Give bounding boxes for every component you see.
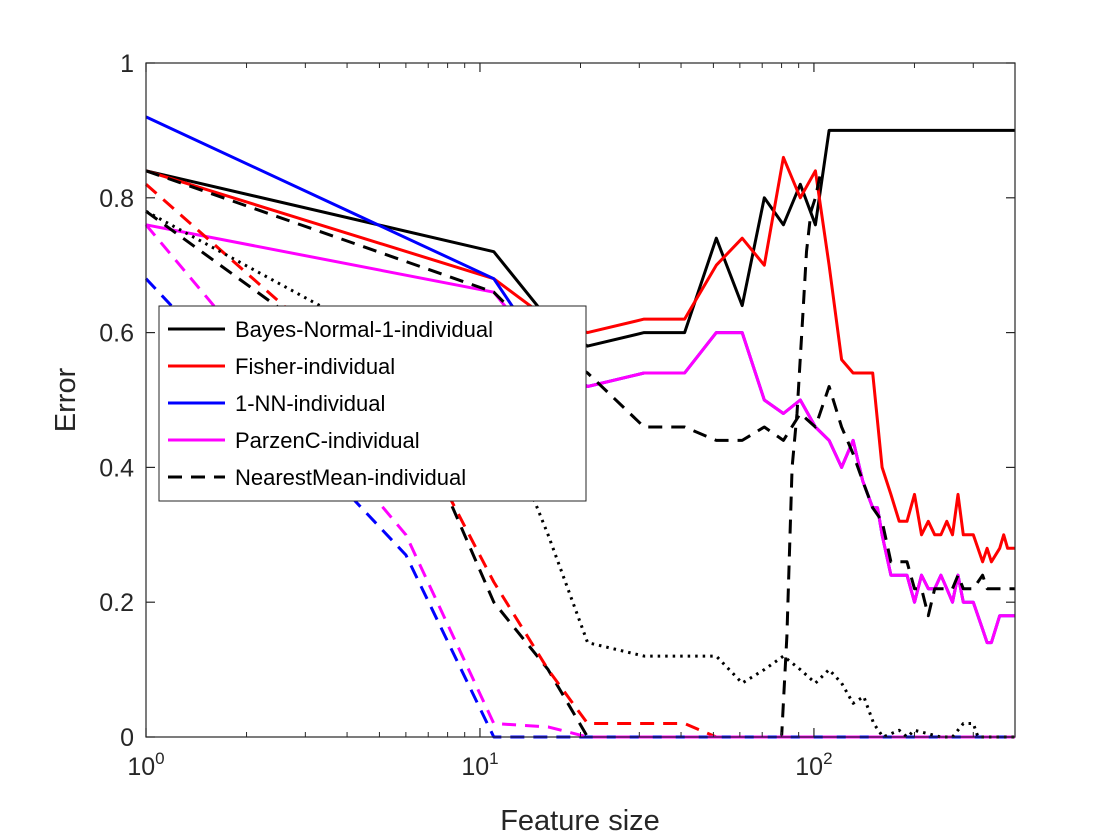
y-tick-label: 0.8 — [99, 185, 134, 213]
x-tick-label: 100 — [127, 749, 164, 781]
legend-box — [158, 305, 587, 502]
legend-entry: ParzenC-individual — [235, 428, 420, 453]
y-tick-label: 1 — [120, 50, 134, 78]
series-line-parzenc-individual — [145, 223, 1015, 645]
x-tick-label: 101 — [461, 749, 498, 781]
series-line-fisher-individual — [145, 155, 1015, 564]
series-line-nearestmean-individual — [145, 169, 1015, 618]
legend-entry: Fisher-individual — [235, 354, 395, 379]
legend: Bayes-Normal-1-individual Fisher-individu… — [158, 305, 587, 502]
series-line-dashed-5 — [145, 170, 823, 739]
legend-entry: Bayes-Normal-1-individual — [235, 317, 493, 342]
x-tick-label: 102 — [795, 749, 832, 781]
legend-entry: NearestMean-individual — [235, 465, 466, 490]
y-axis-label: Error — [50, 367, 82, 432]
legend-entry: 1-NN-individual — [235, 391, 385, 416]
x-axis-label: Feature size — [500, 805, 660, 837]
y-tick-label: 0.2 — [99, 589, 134, 617]
y-tick-label: 0.4 — [99, 454, 134, 482]
y-tick-label: 0 — [120, 724, 134, 752]
axes-layer: 0 0.2 0.4 0.6 0.8 1 100 101 102 — [99, 50, 1016, 781]
y-tick-label: 0.6 — [99, 320, 134, 348]
